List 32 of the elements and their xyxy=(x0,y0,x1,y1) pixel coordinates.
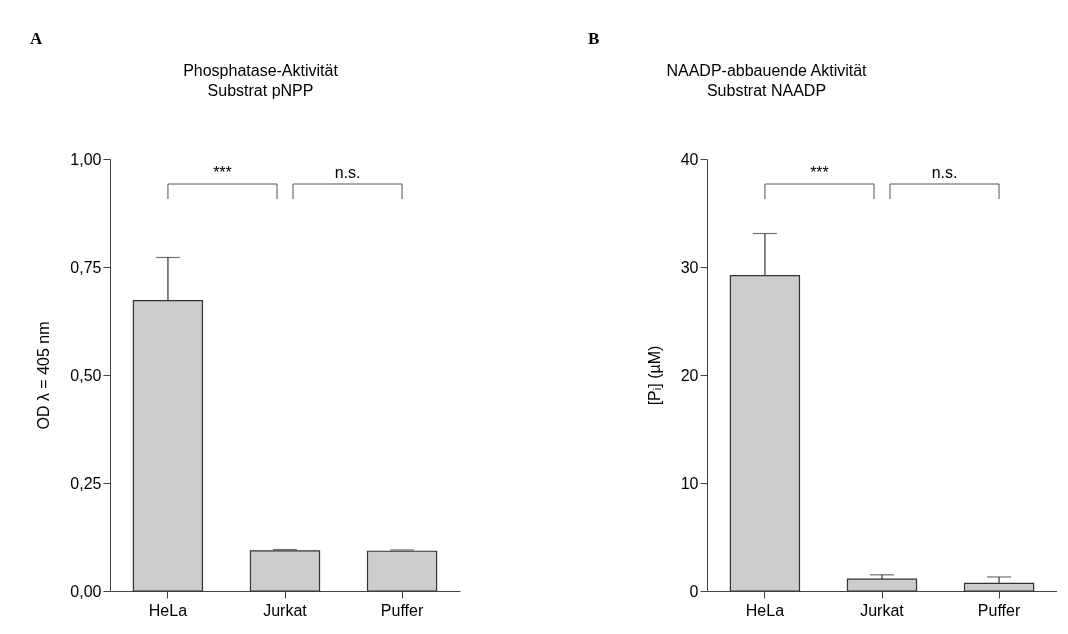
annotation: *** xyxy=(213,164,232,181)
x-tick-label: HeLa xyxy=(148,601,188,619)
y-tick-label: 0,00 xyxy=(70,582,102,600)
y-tick-label: 20 xyxy=(680,366,699,384)
text: A xyxy=(30,29,43,48)
bar xyxy=(963,582,1035,592)
bar xyxy=(366,550,438,592)
x-tick-label: Puffer xyxy=(380,601,424,619)
annotation: n.s. xyxy=(334,164,361,181)
y-tick-label: 40 xyxy=(680,150,699,168)
y-tick-label: 30 xyxy=(680,258,699,276)
y-tick-label: 0 xyxy=(689,582,699,600)
y-tick-label: 1,00 xyxy=(70,150,102,168)
x-tick-label: Jurkat xyxy=(860,601,905,619)
y-tick-label: 0,25 xyxy=(70,474,102,492)
y-tick-label: 10 xyxy=(680,474,699,492)
bar xyxy=(846,578,918,592)
y-axis-title: OD λ = 405 nm xyxy=(35,321,53,430)
chart-subtitle: Substrat pNPP xyxy=(207,82,314,99)
annotation: n.s. xyxy=(931,164,958,181)
y-tick-label: 0,75 xyxy=(70,258,102,276)
chart-title: Phosphatase-Aktivität xyxy=(183,62,339,79)
x-tick-label: HeLa xyxy=(745,601,785,619)
y-tick-label: 0,50 xyxy=(70,366,102,384)
x-tick-label: Puffer xyxy=(977,601,1021,619)
annotation: *** xyxy=(810,164,829,181)
text: B xyxy=(588,29,600,48)
chart-title: NAADP-abbauende Aktivität xyxy=(666,62,868,79)
x-tick-label: Jurkat xyxy=(263,601,308,619)
bar xyxy=(249,550,321,592)
chart-subtitle: Substrat NAADP xyxy=(706,82,827,99)
y-axis-title: [Pᵢ] (µM) xyxy=(645,345,663,406)
